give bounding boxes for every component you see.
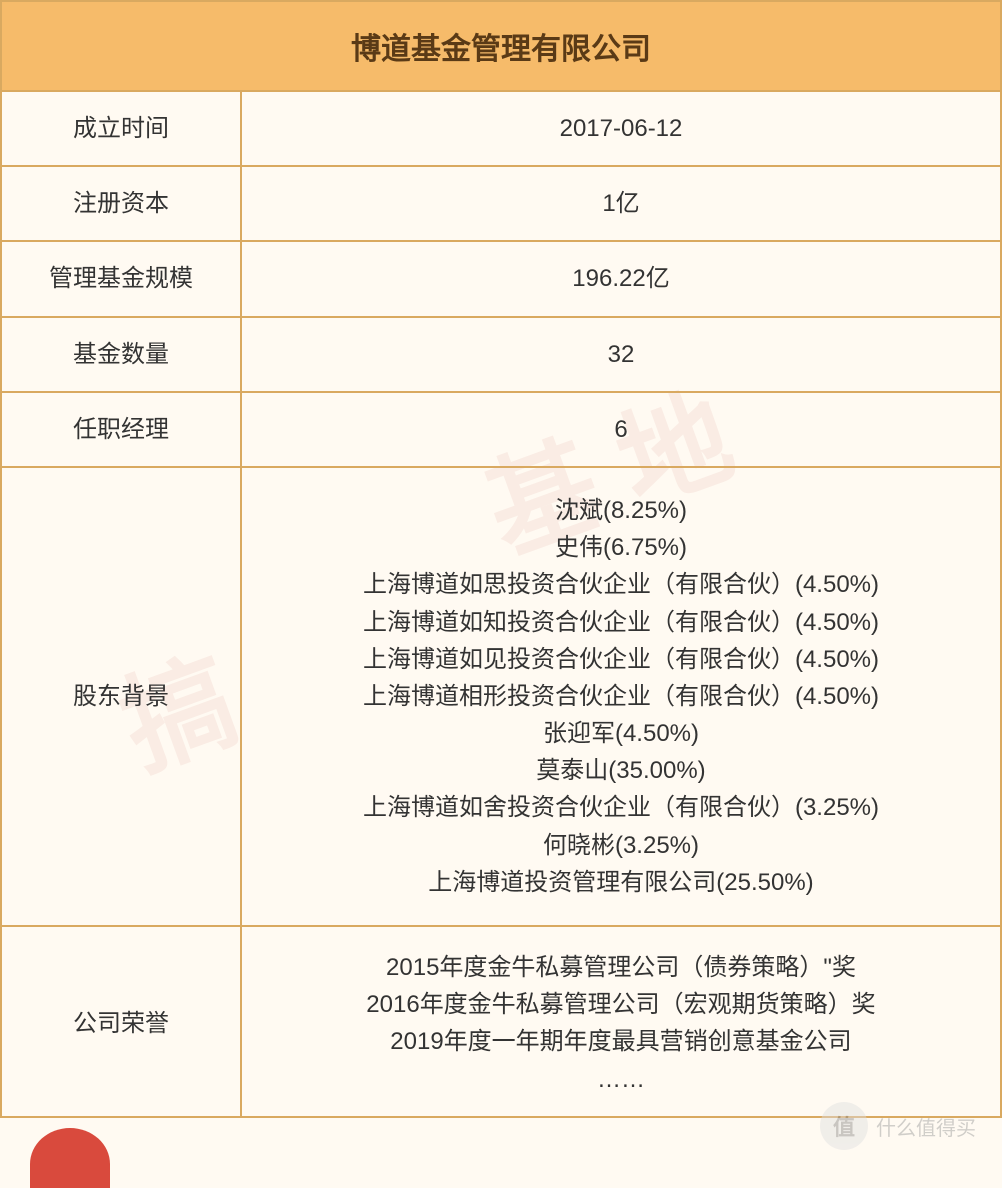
row-label: 基金数量 [1, 317, 241, 392]
table-row: 成立时间2017-06-12 [1, 91, 1001, 166]
table-row: 基金数量32 [1, 317, 1001, 392]
row-label: 管理基金规模 [1, 241, 241, 316]
table-title: 博道基金管理有限公司 [1, 1, 1001, 91]
badge-label: 什么值得买 [876, 1112, 976, 1141]
table-row: 任职经理6 [1, 392, 1001, 467]
table-row: 公司荣誉2015年度金牛私募管理公司（债券策略）"奖 2016年度金牛私募管理公… [1, 926, 1001, 1117]
row-value: 1亿 [241, 166, 1001, 241]
row-value: 6 [241, 392, 1001, 467]
badge-icon: 值 [820, 1102, 868, 1150]
decorative-blob [30, 1128, 110, 1188]
row-label: 成立时间 [1, 91, 241, 166]
table-row: 管理基金规模196.22亿 [1, 241, 1001, 316]
source-badge: 值 什么值得买 [820, 1102, 976, 1150]
row-label: 注册资本 [1, 166, 241, 241]
table-row: 注册资本1亿 [1, 166, 1001, 241]
row-label: 公司荣誉 [1, 926, 241, 1117]
row-label: 股东背景 [1, 467, 241, 926]
row-value: 2015年度金牛私募管理公司（债券策略）"奖 2016年度金牛私募管理公司（宏观… [241, 926, 1001, 1117]
table-row: 股东背景沈斌(8.25%) 史伟(6.75%) 上海博道如思投资合伙企业（有限合… [1, 467, 1001, 926]
row-value: 2017-06-12 [241, 91, 1001, 166]
row-value: 沈斌(8.25%) 史伟(6.75%) 上海博道如思投资合伙企业（有限合伙）(4… [241, 467, 1001, 926]
row-value: 196.22亿 [241, 241, 1001, 316]
company-info-table: 博道基金管理有限公司 成立时间2017-06-12注册资本1亿管理基金规模196… [0, 0, 1002, 1118]
row-value: 32 [241, 317, 1001, 392]
row-label: 任职经理 [1, 392, 241, 467]
